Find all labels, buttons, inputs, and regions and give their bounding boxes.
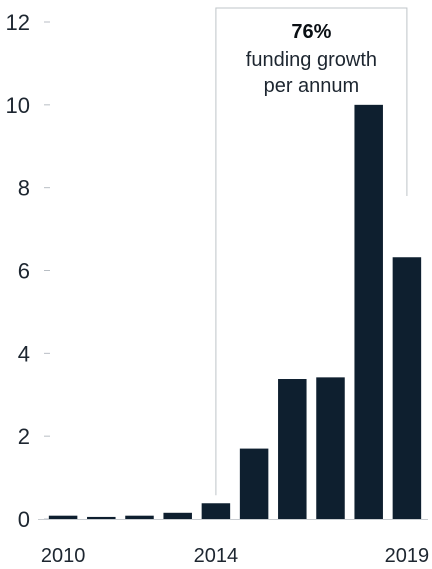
growth-annotation: 76% funding growth per annum	[215, 7, 408, 496]
y-tick-label: 8	[18, 176, 30, 201]
bar-2018	[354, 104, 383, 519]
y-tick-label: 6	[18, 259, 30, 284]
y-tick-label: 4	[18, 341, 30, 366]
bar-2019	[392, 257, 422, 519]
x-tick-label: 2019	[385, 545, 430, 567]
x-axis: 2010 2014 2019	[41, 545, 429, 567]
bar-2015	[239, 448, 269, 519]
bar-2011	[87, 516, 116, 519]
annotation-line-2: per annum	[264, 75, 360, 97]
bar-2012	[125, 515, 154, 519]
y-tick-label: 0	[18, 507, 30, 532]
bar-2010	[48, 515, 78, 519]
annotation-value: 76%	[291, 21, 331, 43]
bar-2013	[163, 512, 192, 519]
y-tick-label: 12	[6, 10, 30, 35]
bar-2017	[316, 377, 345, 519]
bars-group	[48, 104, 422, 519]
bar-2014	[201, 503, 231, 519]
y-axis: 0 2 4 6 8 10 12	[6, 10, 50, 532]
x-tick-label: 2010	[41, 545, 86, 567]
y-tick-label: 10	[6, 93, 30, 118]
annotation-line-1: funding growth	[246, 49, 377, 71]
bar-2016	[278, 379, 307, 519]
annotation-bracket	[215, 7, 408, 496]
x-tick-label: 2014	[194, 545, 239, 567]
y-tick-label: 2	[18, 424, 30, 449]
